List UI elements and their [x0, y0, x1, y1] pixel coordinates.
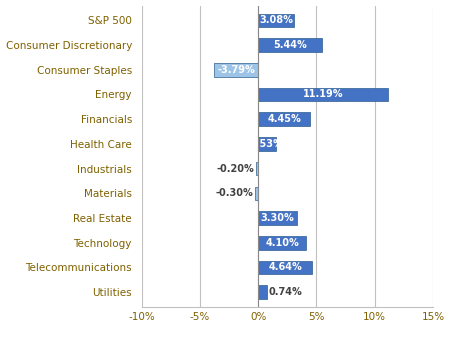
Bar	[258, 211, 297, 225]
Text: -3.79%: -3.79%	[217, 65, 255, 75]
Bar	[258, 285, 267, 299]
Bar	[258, 137, 276, 151]
Bar	[258, 236, 306, 250]
Text: 11.19%: 11.19%	[303, 89, 343, 100]
Text: -0.30%: -0.30%	[215, 188, 253, 198]
Text: 1.53%: 1.53%	[250, 139, 284, 149]
Text: 5.44%: 5.44%	[273, 40, 307, 50]
Bar	[258, 88, 388, 101]
Text: 4.10%: 4.10%	[265, 238, 299, 248]
Bar	[258, 14, 294, 27]
Bar	[256, 162, 258, 175]
Text: 4.45%: 4.45%	[267, 114, 301, 124]
Text: -0.20%: -0.20%	[216, 164, 254, 174]
Text: 4.64%: 4.64%	[268, 263, 302, 272]
Text: 0.74%: 0.74%	[269, 287, 302, 297]
Text: 3.30%: 3.30%	[261, 213, 294, 223]
Bar	[258, 261, 312, 274]
Text: 3.08%: 3.08%	[259, 15, 293, 25]
Bar	[214, 63, 258, 77]
Bar	[255, 187, 258, 200]
Bar	[258, 38, 321, 52]
Bar	[258, 113, 310, 126]
